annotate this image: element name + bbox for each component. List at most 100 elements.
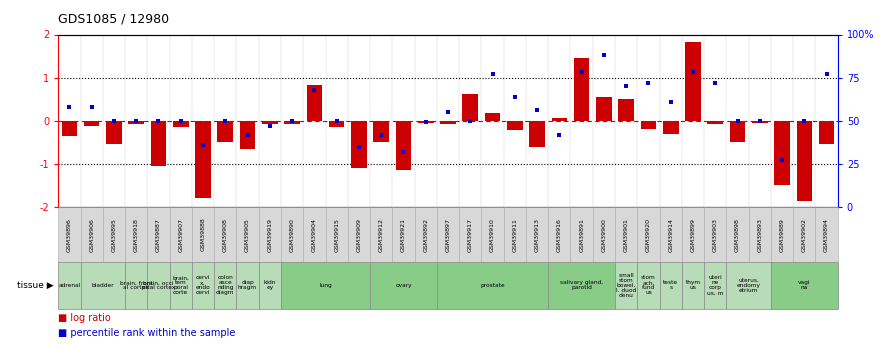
Text: GSM39918: GSM39918: [134, 218, 139, 252]
FancyBboxPatch shape: [593, 207, 615, 262]
Bar: [797, 121, 812, 200]
Text: GSM39901: GSM39901: [624, 218, 629, 252]
FancyBboxPatch shape: [481, 207, 504, 262]
Text: uteri
ne
corp
us, m: uteri ne corp us, m: [707, 276, 723, 295]
FancyBboxPatch shape: [392, 207, 415, 262]
Text: GSM39917: GSM39917: [468, 218, 473, 252]
Bar: [641, 121, 656, 128]
FancyBboxPatch shape: [637, 262, 659, 309]
Text: GSM39892: GSM39892: [423, 218, 428, 252]
Text: GSM39904: GSM39904: [312, 218, 317, 252]
Bar: [396, 121, 411, 170]
FancyBboxPatch shape: [81, 207, 103, 262]
Text: teste
s: teste s: [663, 280, 678, 290]
Bar: [62, 121, 77, 136]
Bar: [708, 121, 723, 124]
Text: brain, occi
pital cortex: brain, occi pital cortex: [142, 280, 175, 290]
Bar: [106, 121, 122, 145]
Text: bladder: bladder: [91, 283, 114, 288]
FancyBboxPatch shape: [504, 207, 526, 262]
FancyBboxPatch shape: [192, 262, 214, 309]
FancyBboxPatch shape: [437, 207, 459, 262]
FancyBboxPatch shape: [259, 262, 281, 309]
Text: GSM39909: GSM39909: [357, 218, 361, 252]
FancyBboxPatch shape: [548, 207, 571, 262]
FancyBboxPatch shape: [214, 207, 237, 262]
Bar: [84, 121, 99, 126]
Bar: [819, 121, 834, 145]
FancyBboxPatch shape: [214, 262, 237, 309]
FancyBboxPatch shape: [615, 207, 637, 262]
FancyBboxPatch shape: [615, 262, 637, 309]
Bar: [218, 121, 233, 142]
Text: diap
hragm: diap hragm: [238, 280, 257, 290]
Text: small
stom
bowel,
l. duod
denu: small stom bowel, l. duod denu: [616, 273, 636, 298]
Text: kidn
ey: kidn ey: [263, 280, 276, 290]
Text: GSM39919: GSM39919: [267, 218, 272, 252]
Text: ■ log ratio: ■ log ratio: [58, 313, 111, 323]
FancyBboxPatch shape: [237, 262, 259, 309]
FancyBboxPatch shape: [771, 262, 838, 309]
FancyBboxPatch shape: [459, 207, 481, 262]
FancyBboxPatch shape: [348, 207, 370, 262]
Text: GSM39888: GSM39888: [201, 218, 205, 252]
Text: tissue ▶: tissue ▶: [17, 281, 54, 290]
FancyBboxPatch shape: [548, 262, 615, 309]
Text: GDS1085 / 12980: GDS1085 / 12980: [58, 13, 169, 26]
FancyBboxPatch shape: [103, 207, 125, 262]
FancyBboxPatch shape: [370, 207, 392, 262]
Text: GSM39912: GSM39912: [379, 218, 383, 252]
Text: GSM39900: GSM39900: [601, 218, 607, 252]
Text: GSM39887: GSM39887: [156, 218, 161, 252]
Text: GSM39896: GSM39896: [67, 218, 72, 252]
Bar: [507, 121, 522, 130]
Text: GSM39902: GSM39902: [802, 218, 807, 252]
FancyBboxPatch shape: [125, 207, 147, 262]
FancyBboxPatch shape: [571, 207, 593, 262]
Text: GSM39915: GSM39915: [334, 218, 340, 252]
Text: GSM39891: GSM39891: [579, 218, 584, 252]
Bar: [618, 99, 634, 121]
Text: GSM39914: GSM39914: [668, 218, 673, 252]
Text: vagi
na: vagi na: [798, 280, 811, 290]
FancyBboxPatch shape: [682, 262, 704, 309]
Text: colon
asce
nding
diagm: colon asce nding diagm: [216, 276, 235, 295]
FancyBboxPatch shape: [637, 207, 659, 262]
Bar: [462, 94, 478, 121]
FancyBboxPatch shape: [727, 262, 771, 309]
FancyBboxPatch shape: [259, 207, 281, 262]
Bar: [596, 97, 612, 121]
FancyBboxPatch shape: [281, 207, 303, 262]
Text: GSM39916: GSM39916: [556, 218, 562, 252]
FancyBboxPatch shape: [815, 207, 838, 262]
Bar: [374, 121, 389, 142]
Bar: [752, 121, 768, 124]
Text: GSM39903: GSM39903: [712, 218, 718, 252]
Text: brain, front
al cortex: brain, front al cortex: [120, 280, 152, 290]
FancyBboxPatch shape: [526, 207, 548, 262]
Bar: [306, 85, 323, 121]
FancyBboxPatch shape: [682, 207, 704, 262]
FancyBboxPatch shape: [237, 207, 259, 262]
FancyBboxPatch shape: [169, 207, 192, 262]
Text: GSM39894: GSM39894: [824, 218, 829, 252]
FancyBboxPatch shape: [58, 207, 81, 262]
FancyBboxPatch shape: [370, 262, 437, 309]
FancyBboxPatch shape: [704, 262, 727, 309]
Text: GSM39893: GSM39893: [757, 218, 762, 252]
Bar: [151, 121, 167, 166]
Text: ovary: ovary: [395, 283, 412, 288]
FancyBboxPatch shape: [771, 207, 793, 262]
Text: thym
us: thym us: [685, 280, 701, 290]
Text: GSM39890: GSM39890: [289, 218, 295, 252]
Text: GSM39907: GSM39907: [178, 218, 184, 252]
Text: prostate: prostate: [480, 283, 504, 288]
FancyBboxPatch shape: [192, 207, 214, 262]
Text: GSM39897: GSM39897: [445, 218, 451, 252]
Text: GSM39911: GSM39911: [513, 218, 517, 252]
Text: brain,
tem
poral
corte: brain, tem poral corte: [172, 276, 189, 295]
Bar: [195, 121, 211, 197]
Text: stom
ach,
fund
us: stom ach, fund us: [641, 276, 656, 295]
Bar: [173, 121, 188, 127]
Text: GSM39913: GSM39913: [535, 218, 539, 252]
